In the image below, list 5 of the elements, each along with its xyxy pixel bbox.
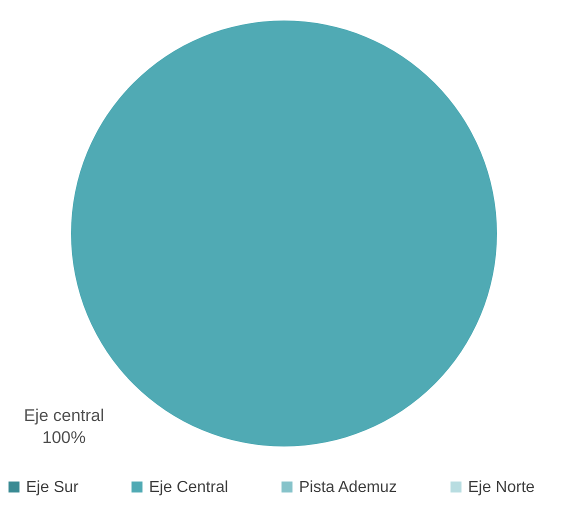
legend-label: Eje Central xyxy=(149,479,228,496)
legend-label: Eje Norte xyxy=(468,479,535,496)
legend-label: Pista Ademuz xyxy=(299,479,397,496)
data-label: Eje central 100% xyxy=(24,406,104,447)
legend-label: Eje Sur xyxy=(26,479,80,496)
